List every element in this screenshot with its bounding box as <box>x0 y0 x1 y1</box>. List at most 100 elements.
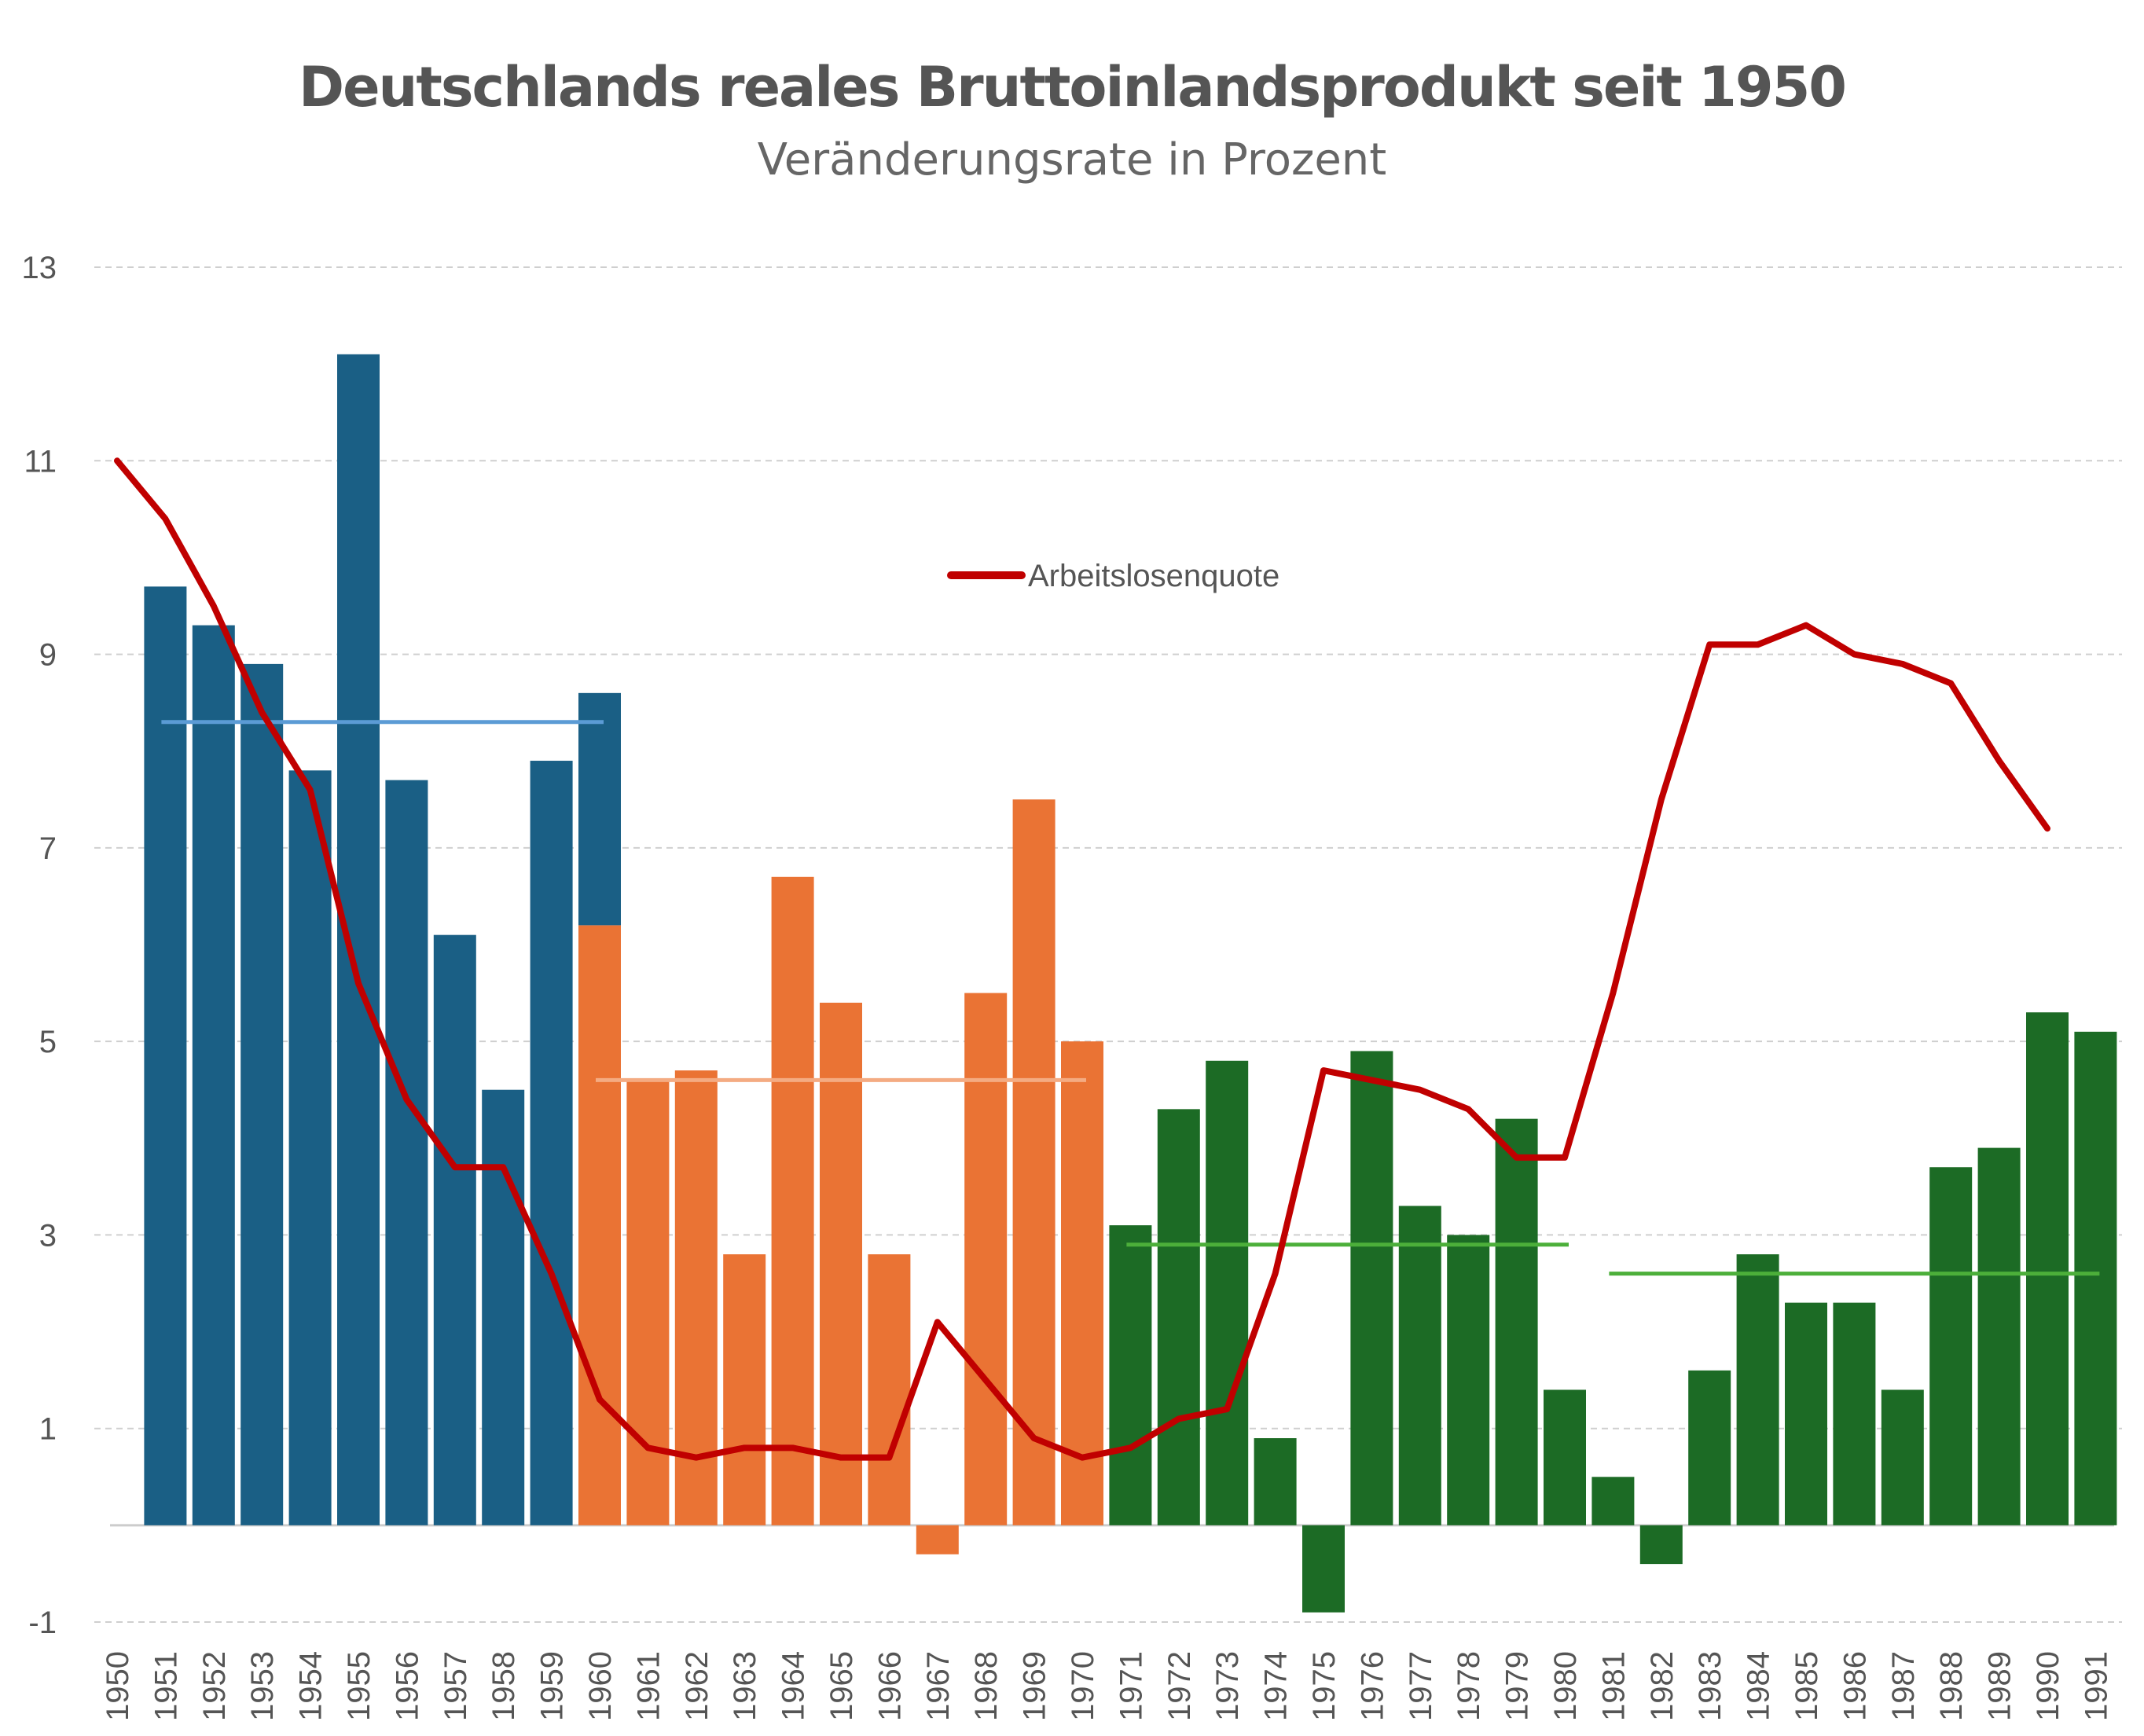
x-tick-label: 1956 <box>390 1651 424 1721</box>
y-tick-label: 5 <box>39 1025 57 1059</box>
bar-1988 <box>1929 1167 1973 1525</box>
x-tick-label: 1958 <box>486 1651 521 1721</box>
bar-1957 <box>433 934 476 1525</box>
y-tick-label: 9 <box>39 638 57 673</box>
x-tick-label: 1968 <box>969 1651 1004 1721</box>
line-series-unemployment <box>114 457 2050 1461</box>
bar-1981 <box>1591 1477 1635 1525</box>
x-tick-label: 1957 <box>439 1651 473 1721</box>
bar-1959 <box>530 761 573 1525</box>
bar-1980 <box>1544 1389 1586 1525</box>
x-tick-label: 1966 <box>872 1651 907 1721</box>
bar-1951 <box>144 586 187 1525</box>
bar-1954 <box>288 770 332 1525</box>
chart-title: Deutschlands reales Bruttoinlandsprodukt… <box>299 55 1845 119</box>
bar-1969 <box>1012 799 1055 1525</box>
bar-series <box>144 354 2117 1613</box>
bar-1968 <box>964 993 1008 1525</box>
bar-1973 <box>1206 1060 1249 1525</box>
y-tick-label: 13 <box>22 251 57 285</box>
x-tick-label: 1977 <box>1404 1651 1438 1721</box>
x-tick-label: 1986 <box>1837 1651 1872 1721</box>
bar-1965 <box>820 1002 862 1525</box>
x-tick-label: 1985 <box>1790 1651 1824 1721</box>
bar-1989 <box>1977 1147 2021 1525</box>
x-tick-label: 1978 <box>1452 1651 1486 1721</box>
x-tick-label: 1972 <box>1162 1651 1197 1721</box>
x-tick-label: 1967 <box>921 1651 956 1721</box>
x-tick-label: 1980 <box>1548 1651 1583 1721</box>
legend: Arbeitslosenquote <box>947 559 1279 593</box>
x-tick-label: 1953 <box>245 1651 280 1721</box>
x-tick-label: 1973 <box>1210 1651 1245 1721</box>
x-tick-label: 1963 <box>728 1651 762 1721</box>
y-tick-label: 11 <box>24 444 57 479</box>
x-tick-label: 1951 <box>149 1651 183 1721</box>
x-tick-label: 1962 <box>680 1651 714 1721</box>
bar-1961 <box>626 1080 670 1525</box>
bar-1956 <box>385 780 428 1525</box>
x-tick-label: 1971 <box>1114 1651 1148 1721</box>
unemployment-line <box>114 457 2050 1461</box>
x-tick-label: 1965 <box>824 1651 859 1721</box>
bar-1958 <box>482 1089 525 1525</box>
x-tick-label: 1979 <box>1500 1651 1535 1721</box>
bar-1970 <box>1061 1041 1103 1525</box>
bar-1983 <box>1688 1370 1731 1525</box>
bar-1982 <box>1639 1525 1683 1565</box>
bar-1971 <box>1109 1225 1152 1525</box>
bar-1979 <box>1495 1118 1538 1525</box>
x-tick-label: 1989 <box>1983 1651 2017 1721</box>
x-tick-label: 1991 <box>2079 1651 2113 1721</box>
legend-label-unemployment: Arbeitslosenquote <box>1028 559 1279 593</box>
bar-1976 <box>1350 1051 1393 1525</box>
bar-1975 <box>1302 1525 1345 1613</box>
bar-1964 <box>771 876 814 1525</box>
x-axis-ticks: 1950 1951 1952 1953 1954 1955 1956 1957 1958 1959… <box>101 1651 2113 1721</box>
bar-1963 <box>723 1254 766 1525</box>
x-tick-label: 1984 <box>1742 1651 1776 1721</box>
bar-1962 <box>674 1070 718 1525</box>
bar-1953 <box>240 663 284 1525</box>
x-tick-label: 1982 <box>1645 1651 1680 1721</box>
chart-subtitle: Veränderungsrate in Prozent <box>758 134 1387 185</box>
bar-1984 <box>1736 1254 1779 1525</box>
x-tick-label: 1960 <box>583 1651 618 1721</box>
bar-1991 <box>2074 1031 2117 1525</box>
x-tick-label: 1955 <box>342 1651 376 1721</box>
x-tick-label: 1990 <box>2031 1651 2065 1721</box>
bar-1966 <box>868 1254 911 1525</box>
bar-1987 <box>1881 1389 1924 1525</box>
bar-1972 <box>1157 1109 1200 1525</box>
x-tick-label: 1975 <box>1307 1651 1342 1721</box>
bar-1986 <box>1833 1302 1876 1525</box>
x-tick-label: 1954 <box>294 1651 329 1721</box>
y-tick-label: 3 <box>39 1218 57 1253</box>
bar-1990 <box>2026 1012 2069 1525</box>
x-tick-label: 1961 <box>631 1651 666 1721</box>
x-tick-label: 1950 <box>101 1651 135 1721</box>
bar-1978 <box>1447 1235 1490 1525</box>
x-tick-label: 1988 <box>1934 1651 1969 1721</box>
bar-1952 <box>192 625 235 1525</box>
x-tick-label: 1976 <box>1355 1651 1390 1721</box>
x-tick-label: 1952 <box>197 1651 232 1721</box>
x-tick-label: 1983 <box>1693 1651 1727 1721</box>
y-tick-label: 1 <box>39 1412 57 1447</box>
bar-1977 <box>1398 1206 1441 1525</box>
bar-1985 <box>1785 1302 1827 1525</box>
bar-1960-lower <box>578 925 621 1525</box>
average-lines <box>161 720 2100 1276</box>
bar-1974 <box>1254 1438 1297 1525</box>
x-tick-label: 1970 <box>1066 1651 1100 1721</box>
bar-1967 <box>916 1525 959 1554</box>
y-tick-label: 7 <box>39 831 57 866</box>
x-tick-label: 1974 <box>1259 1651 1294 1721</box>
x-tick-label: 1987 <box>1886 1651 1921 1721</box>
bar-1960-upper <box>578 692 621 926</box>
x-tick-label: 1964 <box>776 1651 811 1721</box>
x-tick-label: 1981 <box>1596 1651 1631 1721</box>
x-tick-label: 1959 <box>535 1651 570 1721</box>
